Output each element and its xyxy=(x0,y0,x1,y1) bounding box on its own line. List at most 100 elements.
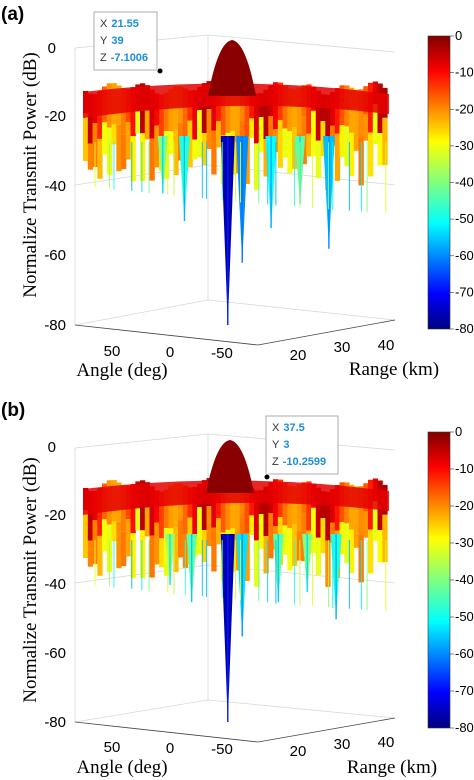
surface-patch xyxy=(368,529,374,574)
surface-patch xyxy=(339,522,345,555)
surface-patch xyxy=(182,88,189,136)
surface-patch xyxy=(254,93,260,144)
surface-patch xyxy=(87,540,94,567)
surface-patch xyxy=(282,482,288,526)
colorbar-tick-label: -700 xyxy=(455,284,474,299)
z-tick-label: 0 xyxy=(48,439,56,456)
surface-patch xyxy=(154,522,160,565)
surface-patch xyxy=(163,528,170,576)
surface-patch xyxy=(325,94,331,144)
surface-patch xyxy=(368,132,374,177)
surface-patch xyxy=(315,90,322,141)
angle-tick-label: -50 xyxy=(211,741,233,758)
surface-patch xyxy=(330,92,336,126)
surface-patch xyxy=(353,124,360,151)
surface-patch xyxy=(292,89,298,128)
surface-patch xyxy=(130,533,136,579)
surface-patch xyxy=(159,491,165,539)
surface-patch xyxy=(292,486,298,525)
surface-patch xyxy=(121,531,127,567)
surface-patch xyxy=(140,530,146,579)
surface-patch xyxy=(315,537,322,576)
surface-patch xyxy=(325,491,331,541)
surface-patch xyxy=(311,110,317,156)
surface-patch xyxy=(87,143,94,170)
surface-patch xyxy=(225,92,231,133)
angle-tick-label: 50 xyxy=(104,739,121,756)
z-ticks: 0 -20 -40 -60 -80 xyxy=(44,40,66,334)
surface-patch xyxy=(97,536,103,576)
range-ticks: 20 30 40 xyxy=(290,337,395,364)
angle-ticks: 50 0 -50 xyxy=(104,739,233,758)
z-tick-label: -80 xyxy=(44,714,66,731)
surface-patch xyxy=(197,507,203,555)
surface-patch xyxy=(201,133,208,165)
colorbar: 0 -100 -200 -300 -400 -500 -600 -700 -800 xyxy=(427,28,474,336)
surface-patch xyxy=(173,526,179,573)
surface-patch xyxy=(111,124,117,145)
colorbar-tick-label: 0 xyxy=(455,424,462,439)
datatip-y: Y 3 xyxy=(272,435,289,452)
colorbar-tick-label: -500 xyxy=(455,211,474,226)
surface-patch xyxy=(287,485,293,529)
z-tick-label: -60 xyxy=(44,645,66,662)
colorbar-tick-label: -300 xyxy=(455,138,474,153)
surface-patch xyxy=(83,510,89,558)
surface-patch xyxy=(330,489,336,523)
surface-crest xyxy=(83,83,389,118)
surface-patch xyxy=(254,540,260,587)
surface-patch xyxy=(358,89,364,138)
panel-label: (b) xyxy=(1,400,25,421)
surface-patch xyxy=(353,521,360,548)
surface-patch xyxy=(97,139,103,179)
mainlobe-peak xyxy=(206,440,254,493)
mainlobe-peak xyxy=(208,40,256,96)
colorbar-tick-label: -600 xyxy=(455,248,474,263)
colorbar-tick-label: -400 xyxy=(455,175,474,190)
surface-patch xyxy=(154,125,160,168)
surface-patch xyxy=(325,540,331,587)
surface-patch xyxy=(182,485,189,533)
surface-patch xyxy=(377,530,383,563)
surface-patch xyxy=(258,514,265,549)
range-tick-label: 40 xyxy=(378,337,395,354)
z-tick-label: -20 xyxy=(44,507,66,524)
surface-patch xyxy=(211,130,217,175)
surface-patch xyxy=(244,485,250,534)
colorbar-tick-label: -300 xyxy=(455,535,474,550)
surface-patch xyxy=(382,514,388,563)
colorbar-tick-label: -600 xyxy=(455,646,474,661)
surface-patch xyxy=(116,124,122,172)
colorbar-bar xyxy=(427,35,451,330)
surface-patch xyxy=(249,515,255,535)
surface-patch xyxy=(149,486,155,536)
surface-patch xyxy=(377,133,383,166)
colorbar-tick-label: -200 xyxy=(455,101,474,116)
z-tick-label: -20 xyxy=(44,108,66,125)
surface-patch xyxy=(358,486,364,535)
colorbar-tick-label: 0 xyxy=(455,28,462,43)
surface-patch xyxy=(163,131,170,179)
colorbar-ticks: 0 -100 -200 -300 -400 -500 -600 -700 -800 xyxy=(450,424,474,735)
surface-patch xyxy=(230,90,236,131)
datatip-marker xyxy=(263,473,271,481)
range-ticks: 20 30 40 xyxy=(290,734,395,760)
surface-patch xyxy=(254,490,260,541)
surface-patch xyxy=(201,530,208,562)
surface-patch xyxy=(344,523,350,564)
surface-patch xyxy=(282,525,288,555)
colorbar-tick-label: -100 xyxy=(455,461,474,476)
colorbar-tick-label: -400 xyxy=(455,572,474,587)
surface-patch xyxy=(287,88,293,132)
surface-patch xyxy=(144,110,151,140)
range-tick-label: 30 xyxy=(334,339,351,356)
angle-axis-label: Angle (deg) xyxy=(76,757,167,778)
colorbar: 0 -100 -200 -300 -400 -500 -600 -700 -800 xyxy=(427,424,474,735)
surface-patch xyxy=(116,521,122,569)
datatip[interactable]: X 21.55 Y 39 Z -7.1006 xyxy=(93,11,164,75)
surface-patch xyxy=(102,122,108,155)
datatip[interactable]: X 37.5 Y 3 Z -10.2599 xyxy=(263,415,339,481)
surface xyxy=(83,440,389,722)
range-tick-label: 40 xyxy=(378,734,395,751)
